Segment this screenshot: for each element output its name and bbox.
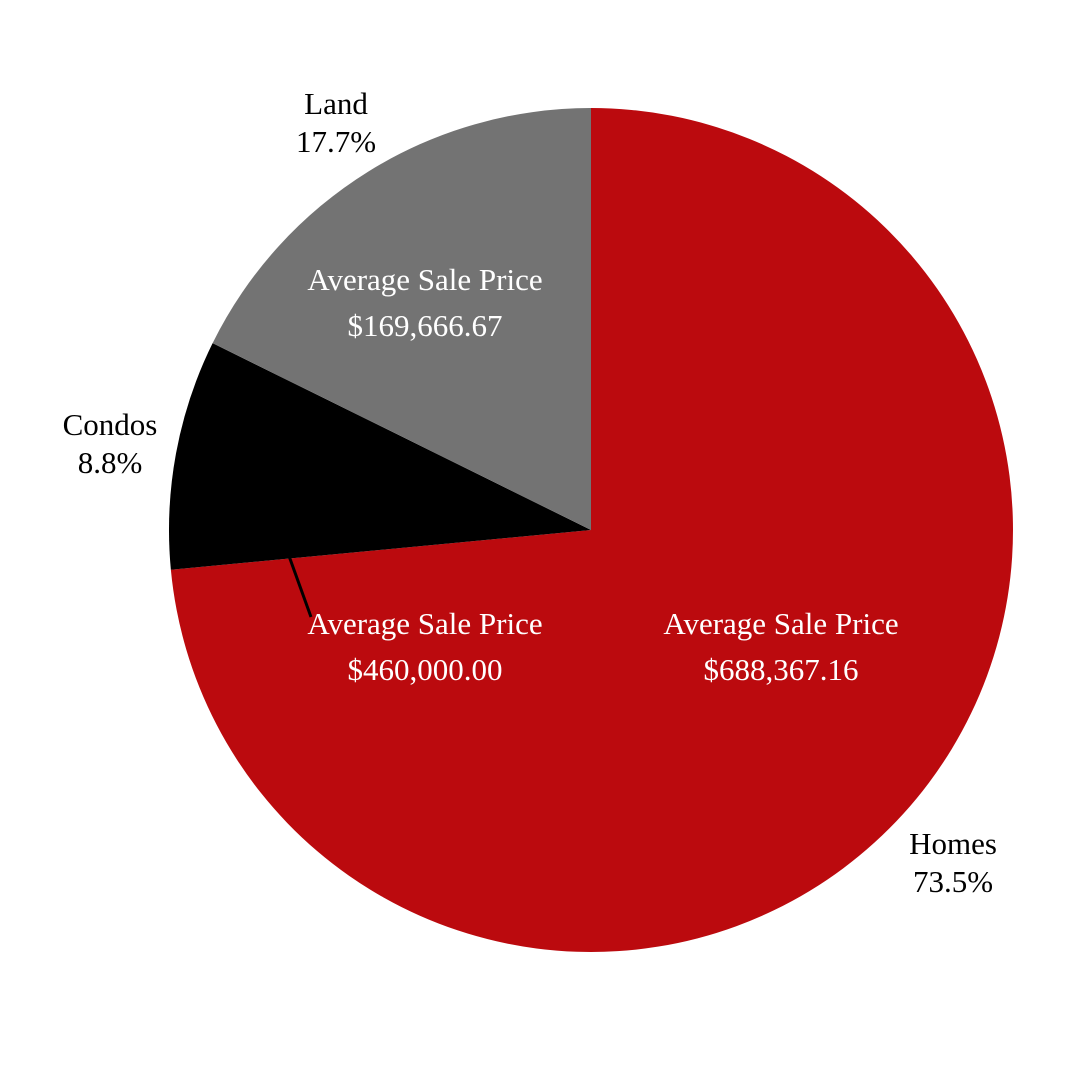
pie-slice-homes [170,108,1013,953]
slices-layer [168,108,1013,953]
slice-name-label-homes: Homes [909,826,997,861]
slice-name-label-land: Land [304,86,368,121]
slice-price-label-homes: $688,367.16 [704,652,859,687]
slice-caption-label-homes: Average Sale Price [663,606,898,641]
slice-price-label-condos: $460,000.00 [348,652,503,687]
pie-slice-land [212,108,591,530]
slice-price-label-land: $169,666.67 [348,308,503,343]
slice-name-label-condos: Condos [63,407,158,442]
leader-line-condos [287,555,313,618]
pie-slice-condos [168,343,592,570]
slice-percent-label-condos: 8.8% [78,445,143,480]
leader-lines-layer [287,555,313,618]
slice-percent-label-homes: 73.5% [913,864,993,899]
slice-caption-label-condos: Average Sale Price [307,606,542,641]
slice-percent-label-land: 17.7% [296,124,376,159]
slice-caption-label-land: Average Sale Price [307,262,542,297]
